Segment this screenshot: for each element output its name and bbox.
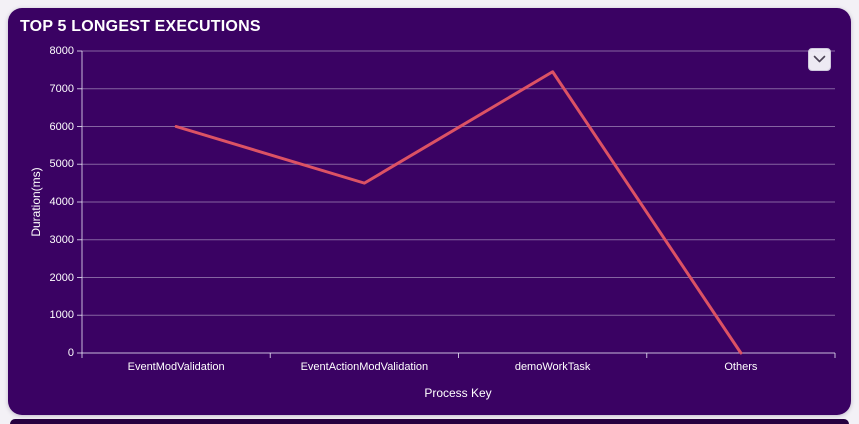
chart-canvas [77, 50, 836, 358]
x-category-label: demoWorkTask [514, 361, 591, 373]
chevron-down-icon [813, 55, 826, 64]
x-axis-title: Process Key [424, 386, 492, 400]
x-category-label: Others [724, 361, 758, 373]
next-card-top-edge [10, 419, 849, 424]
chart-title: TOP 5 LONGEST EXECUTIONS [20, 18, 261, 35]
chart-card: TOP 5 LONGEST EXECUTIONS 0 1000 2000 3000 40… [8, 8, 851, 415]
y-tick-label: 4000 [49, 196, 74, 208]
y-tick-label: 5000 [49, 158, 74, 171]
line-chart: 0 1000 2000 3000 4000 5000 6000 7000 8000 EventM… [8, 8, 851, 415]
y-tick-label: 0 [67, 347, 74, 359]
x-category-label: EventActionModValidation [300, 361, 429, 373]
collapse-button[interactable] [808, 48, 831, 71]
y-tick-label: 7000 [49, 82, 74, 95]
duration-series-line [174, 70, 743, 355]
y-tick-label: 2000 [49, 271, 74, 284]
y-tick-label: 6000 [49, 120, 74, 133]
y-tick-label: 1000 [49, 309, 74, 322]
y-tick-label: 3000 [49, 233, 74, 246]
y-tick-label: 8000 [49, 45, 74, 57]
y-axis-title: Duration(ms) [29, 167, 43, 237]
x-category-label: EventModValidation [127, 361, 225, 373]
